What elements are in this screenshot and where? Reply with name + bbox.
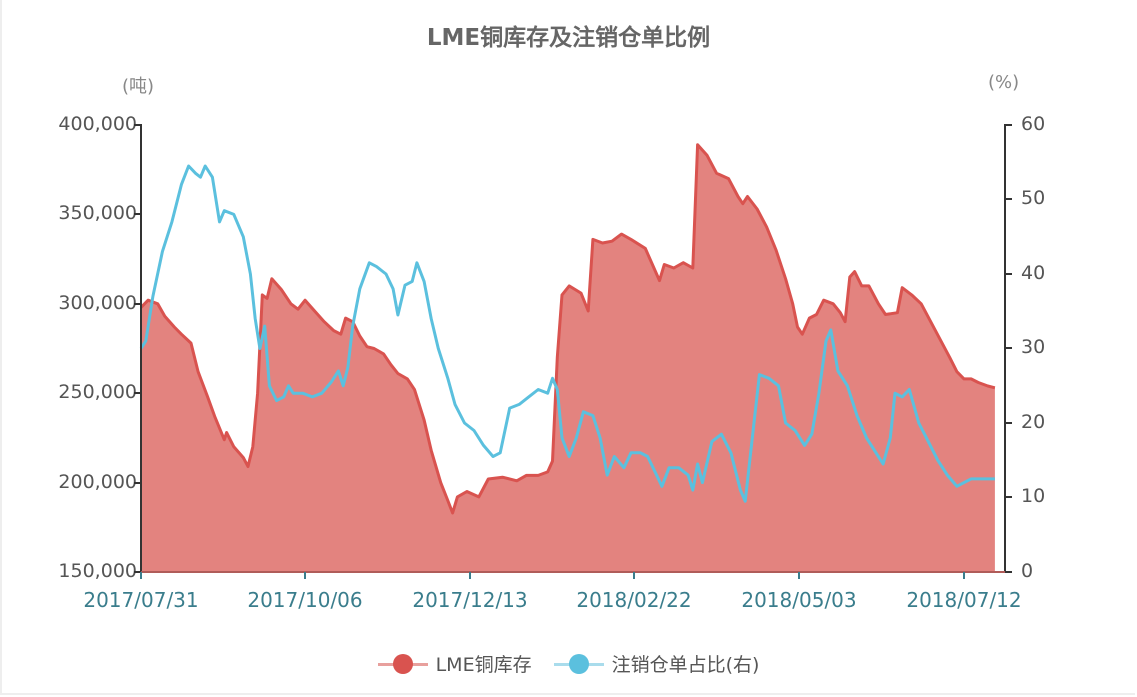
right-tick-label: 60 xyxy=(1021,113,1046,135)
right-tick-label: 30 xyxy=(1021,336,1046,358)
stock-area-fill xyxy=(141,144,995,572)
x-tick-label: 2018/05/03 xyxy=(741,588,857,612)
left-axis-unit: (吨) xyxy=(122,76,155,97)
legend-item-stock[interactable]: LME铜库存 xyxy=(377,650,532,677)
legend-label: 注销仓单占比(右) xyxy=(611,654,760,676)
left-tick-label: 150,000 xyxy=(58,560,137,582)
x-tick-label: 2018/02/22 xyxy=(576,588,692,612)
right-tick-label: 0 xyxy=(1021,560,1034,582)
x-tick-label: 2017/07/31 xyxy=(83,588,199,612)
right-tick-marks xyxy=(1005,124,1012,573)
left-tick-label: 350,000 xyxy=(58,202,137,224)
legend-circle-marker-icon xyxy=(553,653,604,674)
left-tick-label: 200,000 xyxy=(58,471,137,493)
right-tick-label: 20 xyxy=(1021,411,1046,433)
legend-item-ratio[interactable]: 注销仓单占比(右) xyxy=(553,650,760,677)
ratio-series-line[interactable] xyxy=(139,164,995,503)
legend: LME铜库存 注销仓单占比(右) xyxy=(0,650,1137,677)
axes xyxy=(134,124,1012,579)
right-tick-label: 40 xyxy=(1021,262,1046,284)
legend-circle-marker-icon xyxy=(377,653,428,674)
left-tick-marks xyxy=(134,124,141,573)
right-tick-label: 50 xyxy=(1021,187,1046,209)
x-tick-label: 2017/10/06 xyxy=(247,588,363,612)
x-tick-label: 2018/07/12 xyxy=(906,588,1022,612)
left-tick-label: 300,000 xyxy=(58,292,137,314)
x-tick-label: 2017/12/13 xyxy=(412,588,528,612)
right-axis-unit: (%) xyxy=(988,72,1020,93)
stock-series-line[interactable] xyxy=(139,143,996,515)
left-tick-label: 400,000 xyxy=(58,113,137,135)
x-tick-marks xyxy=(140,572,965,579)
chart-title: LME铜库存及注销仓单比例 xyxy=(426,25,711,51)
legend-label: LME铜库存 xyxy=(435,654,532,676)
left-tick-label: 250,000 xyxy=(58,381,137,403)
right-tick-label: 10 xyxy=(1021,485,1046,507)
